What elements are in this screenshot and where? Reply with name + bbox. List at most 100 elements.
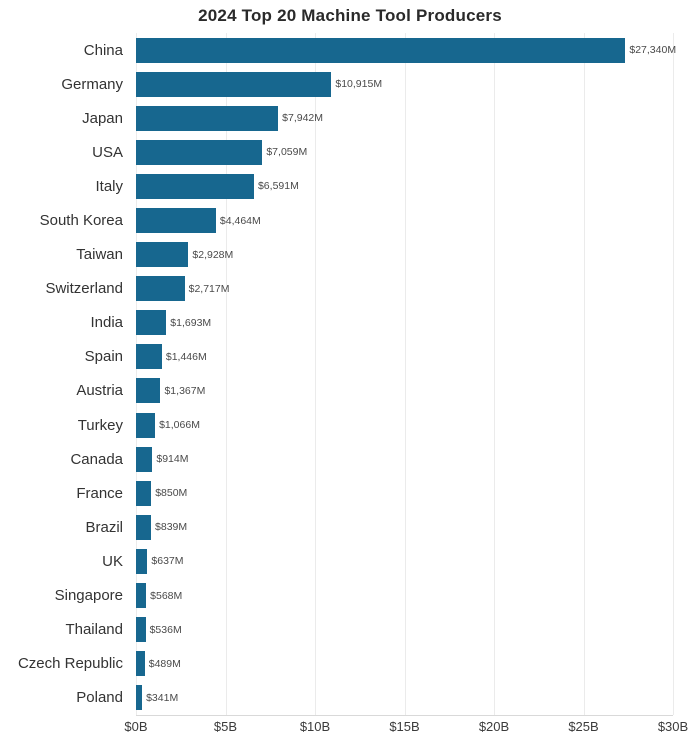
value-label: $1,367M	[164, 384, 206, 397]
bar-track: $341M	[136, 685, 700, 711]
bar-row: Singapore $568M	[0, 579, 700, 613]
bar	[136, 139, 263, 165]
value-label: $568M	[150, 589, 183, 602]
value-label: $1,446M	[165, 350, 207, 363]
value-label: $7,942M	[282, 112, 324, 125]
x-tick-label: $25B	[568, 719, 599, 734]
bar-track: $7,059M	[136, 139, 700, 165]
value-label: $341M	[146, 691, 179, 704]
bar-row: USA $7,059M	[0, 135, 700, 169]
bar-track: $4,464M	[136, 208, 700, 234]
bar-track: $1,066M	[136, 412, 700, 438]
bar-track: $10,915M	[136, 71, 700, 97]
value-label: $10,915M	[335, 78, 383, 91]
gridline	[404, 33, 406, 715]
bar-row: Japan $7,942M	[0, 101, 700, 135]
value-label: $850M	[155, 487, 188, 500]
bar	[136, 480, 152, 506]
bar	[136, 446, 153, 472]
bar	[136, 105, 279, 131]
category-label: South Korea	[39, 212, 123, 230]
category-label: Switzerland	[45, 280, 123, 298]
value-label: $2,928M	[192, 248, 234, 261]
gridline	[673, 33, 674, 715]
bar-track: $850M	[136, 480, 700, 506]
bar-track: $6,591M	[136, 173, 700, 199]
category-label: Canada	[70, 450, 123, 468]
bar	[136, 617, 146, 643]
category-label: France	[76, 484, 123, 502]
category-label: Turkey	[77, 416, 123, 434]
bar	[136, 208, 216, 234]
bar-track: $568M	[136, 583, 700, 609]
bar	[136, 310, 167, 336]
category-label: Czech Republic	[17, 655, 123, 673]
gridline	[315, 33, 316, 715]
x-tick-label: $20B	[478, 719, 510, 734]
value-label: $489M	[148, 657, 181, 670]
bar-track: $489M	[136, 651, 700, 677]
bar-rows: China $27,340M Germany $10,915M Japan $7…	[0, 33, 700, 715]
category-label: India	[90, 314, 123, 332]
bar-track: $536M	[136, 617, 700, 643]
category-label: UK	[102, 552, 123, 570]
bar-row: South Korea $4,464M	[0, 203, 700, 237]
chart-title: 2024 Top 20 Machine Tool Producers	[198, 6, 502, 25]
value-label: $27,340M	[629, 44, 677, 57]
bar-row: Canada $914M	[0, 442, 700, 476]
bar-track: $2,717M	[136, 276, 700, 302]
x-tick-label: $0B	[124, 719, 148, 734]
bar-row: Thailand $536M	[0, 613, 700, 647]
category-label: Brazil	[85, 518, 123, 536]
bar-track: $1,446M	[136, 344, 700, 370]
bar-track: $1,693M	[136, 310, 700, 336]
bar	[136, 173, 254, 199]
bar-row: China $27,340M	[0, 33, 700, 67]
bar-row: Germany $10,915M	[0, 67, 700, 101]
x-tick-label: $30B	[657, 719, 689, 734]
bar	[136, 685, 143, 711]
bar-row: Turkey $1,066M	[0, 408, 700, 442]
x-tick-label: $10B	[299, 719, 331, 734]
bar-track: $1,367M	[136, 378, 700, 404]
plot-area	[136, 33, 674, 716]
bar-track: $914M	[136, 446, 700, 472]
x-tick-label: $15B	[389, 719, 420, 734]
bar	[136, 548, 148, 574]
bar	[136, 378, 161, 404]
value-label: $1,693M	[170, 316, 212, 329]
gridline	[494, 33, 495, 715]
bar-row: Taiwan $2,928M	[0, 238, 700, 272]
bar	[136, 37, 626, 63]
bar-row: Brazil $839M	[0, 510, 700, 544]
value-label: $4,464M	[219, 214, 261, 227]
bar	[136, 344, 162, 370]
category-label: China	[83, 41, 123, 59]
category-label: Austria	[76, 382, 123, 400]
bar-row: Poland $341M	[0, 681, 700, 715]
bar-track: $2,928M	[136, 242, 700, 268]
category-label: Japan	[82, 109, 123, 127]
bar	[136, 276, 185, 302]
bar-row: France $850M	[0, 476, 700, 510]
bar-row: India $1,693M	[0, 306, 700, 340]
category-label: Spain	[84, 348, 123, 366]
value-label: $7,059M	[266, 146, 308, 159]
category-label: Germany	[61, 75, 123, 93]
bar-track: $839M	[136, 514, 700, 540]
bar	[136, 651, 145, 677]
category-label: Poland	[76, 689, 123, 707]
category-label: Taiwan	[76, 246, 123, 264]
x-axis: $0B $5B $10B $15B $20B $25B $30B	[124, 719, 688, 739]
bar-row: UK $637M	[0, 544, 700, 578]
value-label: $637M	[151, 555, 184, 568]
category-label: USA	[92, 143, 123, 161]
value-label: $1,066M	[159, 419, 200, 432]
bar-row: Switzerland $2,717M	[0, 272, 700, 306]
gridline	[583, 33, 585, 715]
value-label: $914M	[156, 453, 189, 466]
bar-row: Spain $1,446M	[0, 340, 700, 374]
bar-row: Austria $1,367M	[0, 374, 700, 408]
bar	[136, 583, 147, 609]
